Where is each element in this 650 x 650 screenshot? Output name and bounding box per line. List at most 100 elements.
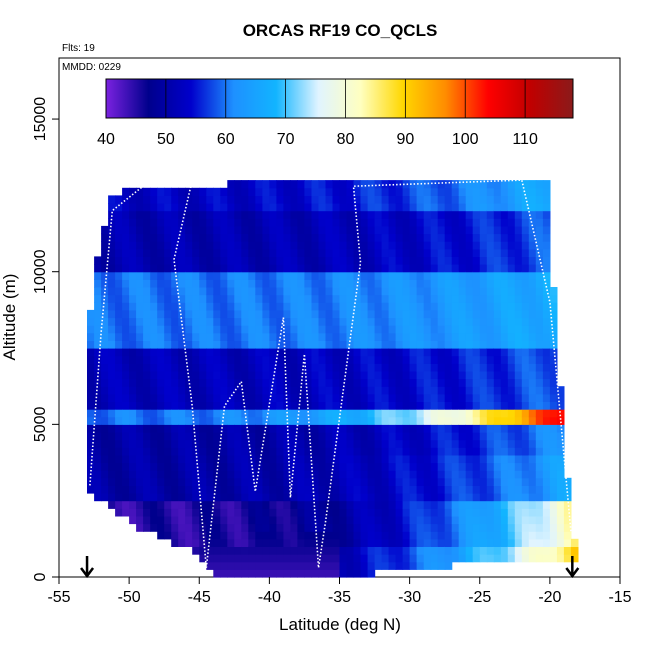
heatmap-cell — [367, 370, 376, 380]
heatmap-cell — [171, 195, 179, 204]
heatmap-cell — [472, 401, 481, 410]
heatmap-cell — [178, 485, 186, 494]
heatmap-cell — [129, 515, 137, 525]
heatmap-cell — [395, 531, 404, 540]
heatmap-cell — [234, 325, 242, 334]
heatmap-cell — [451, 454, 460, 464]
heatmap-cell — [388, 317, 397, 326]
heatmap-cell — [150, 287, 158, 296]
heatmap-cell — [276, 241, 284, 250]
heatmap-cell — [423, 554, 432, 563]
heatmap-cell — [472, 508, 481, 517]
heatmap-cell — [150, 195, 158, 204]
heatmap-cell — [521, 302, 530, 311]
heatmap-cell — [122, 355, 130, 364]
heatmap-cell — [241, 561, 249, 570]
heatmap-cell — [486, 531, 495, 540]
heatmap-cell — [269, 264, 277, 273]
heatmap-cell — [395, 447, 404, 456]
heatmap-cell — [458, 401, 467, 410]
heatmap-cell — [374, 279, 383, 288]
heatmap-cell — [101, 317, 109, 326]
heatmap-cell — [129, 355, 137, 364]
heatmap-cell — [297, 233, 305, 242]
heatmap-cell — [171, 271, 179, 280]
heatmap-cell — [262, 370, 270, 380]
heatmap-cell — [227, 302, 235, 311]
heatmap-cell — [521, 233, 530, 242]
heatmap-cell — [136, 210, 144, 219]
heatmap-cell — [402, 325, 411, 334]
heatmap-cell — [465, 370, 474, 380]
heatmap-cell — [248, 287, 256, 296]
heatmap-cell — [507, 317, 516, 326]
heatmap-cell — [87, 348, 95, 357]
heatmap-cell — [493, 477, 502, 486]
heatmap-cell — [262, 264, 270, 273]
heatmap-cell — [528, 538, 537, 547]
heatmap-cell — [353, 462, 362, 471]
heatmap-cell — [220, 470, 228, 479]
heatmap-cell — [430, 233, 439, 242]
heatmap-cell — [423, 302, 432, 311]
heatmap-cell — [255, 447, 263, 456]
heatmap-cell — [521, 477, 530, 486]
heatmap-cell — [563, 538, 572, 547]
heatmap-cell — [563, 554, 572, 563]
heatmap-cell — [479, 363, 488, 372]
heatmap-cell — [521, 508, 530, 517]
heatmap-cell — [108, 485, 116, 494]
heatmap-cell — [213, 187, 221, 196]
heatmap-cell — [269, 493, 277, 502]
heatmap-cell — [339, 317, 348, 326]
heatmap-cell — [276, 340, 284, 349]
heatmap-cell — [542, 302, 551, 311]
heatmap-cell — [178, 531, 186, 540]
heatmap-cell — [101, 386, 109, 395]
heatmap-cell — [493, 508, 502, 517]
x-tick-label: -35 — [328, 589, 351, 606]
heatmap-cell — [304, 309, 312, 319]
heatmap-cell — [444, 203, 453, 212]
heatmap-cell — [178, 340, 186, 349]
heatmap-cell — [164, 515, 172, 525]
heatmap-cell — [143, 454, 151, 464]
heatmap-cell — [122, 508, 130, 517]
heatmap-cell — [199, 225, 207, 235]
heatmap-cell — [353, 180, 362, 189]
heatmap-cell — [241, 248, 249, 257]
heatmap-cell — [164, 363, 172, 372]
heatmap-cell — [255, 187, 263, 196]
heatmap-cell — [493, 348, 502, 357]
heatmap-cell — [234, 241, 242, 250]
heatmap-cell — [507, 454, 516, 464]
heatmap-cell — [451, 393, 460, 402]
heatmap-cell — [304, 271, 312, 280]
heatmap-cell — [171, 409, 179, 418]
heatmap-cell — [416, 554, 425, 563]
heatmap-cell — [171, 302, 179, 311]
heatmap-cell — [304, 561, 312, 570]
heatmap-cell — [241, 424, 249, 433]
heatmap-cell — [528, 187, 537, 196]
colorbar-tick-label: 100 — [452, 131, 479, 148]
heatmap-cell — [395, 348, 404, 357]
heatmap-cell — [374, 302, 383, 311]
heatmap-cell — [507, 523, 516, 532]
heatmap-cell — [325, 531, 334, 540]
heatmap-cell — [227, 554, 235, 563]
heatmap-cell — [486, 287, 495, 296]
heatmap-cell — [339, 493, 348, 502]
heatmap-cell — [542, 508, 551, 517]
heatmap-cell — [542, 233, 551, 242]
heatmap-cell — [101, 401, 109, 410]
heatmap-cell — [220, 561, 228, 570]
heatmap-cell — [479, 447, 488, 456]
heatmap-cell — [514, 515, 523, 525]
heatmap-cell — [521, 180, 530, 189]
heatmap-cell — [332, 348, 341, 357]
heatmap-cell — [213, 500, 221, 509]
heatmap-cell — [374, 348, 383, 357]
heatmap-cell — [395, 248, 404, 257]
heatmap-cell — [500, 447, 509, 456]
